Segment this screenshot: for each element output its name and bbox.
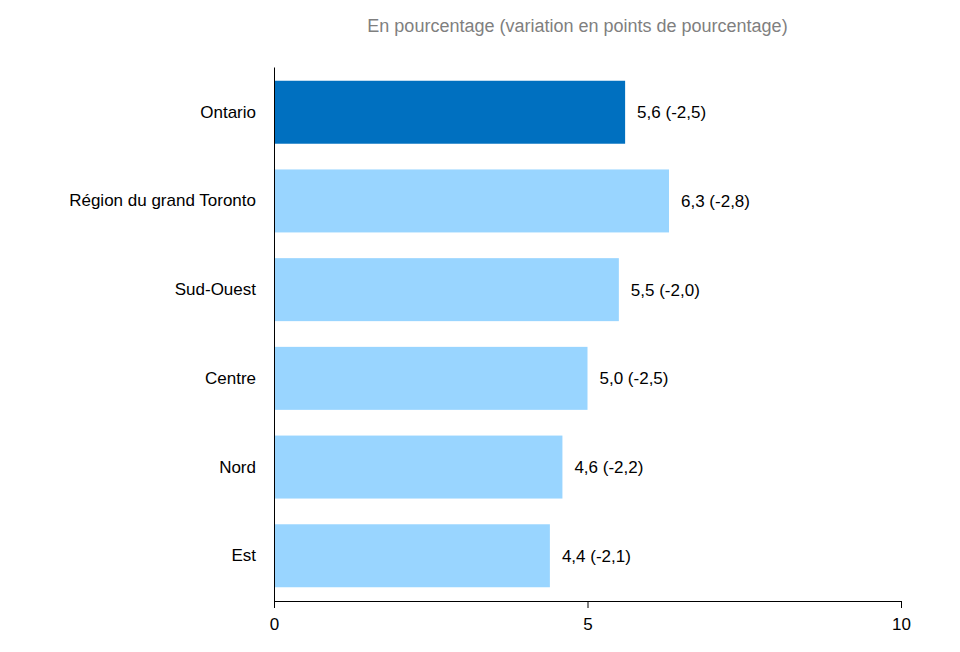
x-tick-label: 0 xyxy=(270,615,279,634)
y-tick-label: Centre xyxy=(205,369,256,388)
y-tick-label: Nord xyxy=(219,457,256,476)
y-tick: Sud-Ouest xyxy=(175,280,274,299)
bar xyxy=(274,436,562,499)
x-tick: 0 xyxy=(270,601,279,634)
x-tick: 5 xyxy=(583,601,592,634)
x-axis: 0 5 10 xyxy=(270,601,911,634)
y-tick-label: Sud-Ouest xyxy=(175,280,257,299)
x-tick-mark xyxy=(901,601,902,608)
x-tick-mark xyxy=(588,601,589,608)
data-label: 4,6 (-2,2) xyxy=(574,458,643,477)
bar xyxy=(274,347,588,410)
data-label: 5,6 (-2,5) xyxy=(637,103,706,122)
y-axis: Ontario Région du grand Toronto Sud-Ouest C… xyxy=(69,68,274,602)
x-axis-line xyxy=(275,602,902,609)
y-tick-label: Ontario xyxy=(200,103,256,122)
y-tick: Région du grand Toronto xyxy=(69,191,274,210)
bar xyxy=(274,258,619,321)
y-tick: Centre xyxy=(205,369,274,388)
chart-title: En pourcentage (variation en points de p… xyxy=(367,16,787,36)
chart: En pourcentage (variation en points de p… xyxy=(0,0,960,652)
bars xyxy=(274,81,669,588)
data-label: 5,0 (-2,5) xyxy=(600,369,669,388)
y-tick: Est xyxy=(231,546,274,565)
y-tick: Ontario xyxy=(200,103,274,122)
data-label: 5,5 (-2,0) xyxy=(631,281,700,300)
y-tick-label: Est xyxy=(231,546,256,565)
x-tick-label: 5 xyxy=(583,615,592,634)
bar xyxy=(274,81,625,144)
bar xyxy=(274,524,550,587)
data-label: 4,4 (-2,1) xyxy=(562,547,631,566)
y-axis-line xyxy=(274,68,275,602)
y-tick-label: Région du grand Toronto xyxy=(69,191,256,210)
bar xyxy=(274,169,669,232)
x-tick-label: 10 xyxy=(892,615,911,634)
data-label: 6,3 (-2,8) xyxy=(681,192,750,211)
y-tick: Nord xyxy=(219,457,274,476)
x-tick-mark xyxy=(274,601,275,608)
x-tick: 10 xyxy=(892,601,911,634)
data-labels: 5,6 (-2,5) 6,3 (-2,8) 5,5 (-2,0) 5,0 (-2,5)… xyxy=(562,103,750,566)
